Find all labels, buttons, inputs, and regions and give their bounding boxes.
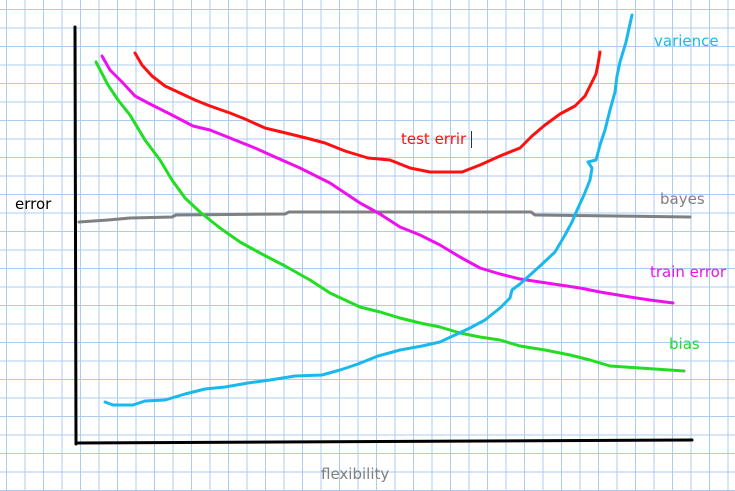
variance-label: varience <box>654 32 719 50</box>
variance-curve <box>103 13 634 407</box>
bayes-curve <box>77 210 692 224</box>
y-axis-line <box>73 25 78 446</box>
text-cursor <box>471 131 472 148</box>
test-error-curve <box>133 50 602 174</box>
bias-curve <box>94 60 686 373</box>
bias-label: bias <box>669 335 700 353</box>
train-error-curve <box>100 54 675 305</box>
x-axis-line <box>74 438 694 445</box>
bayes-label: bayes <box>660 190 705 208</box>
x-axis-label: flexibility <box>321 465 390 483</box>
test-error-label: test errir <box>401 130 467 148</box>
y-axis-label: error <box>15 195 52 213</box>
train-error-label: train error <box>650 263 726 281</box>
